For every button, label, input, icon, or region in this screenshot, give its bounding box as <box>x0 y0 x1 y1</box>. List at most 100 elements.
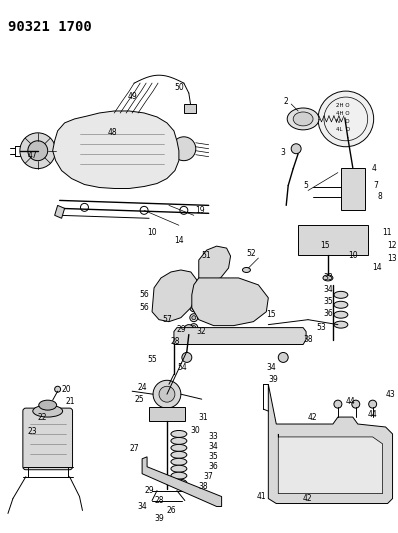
Text: 10: 10 <box>348 251 357 260</box>
Text: 32: 32 <box>197 327 207 336</box>
Circle shape <box>153 380 181 408</box>
Ellipse shape <box>171 465 187 472</box>
Text: 20: 20 <box>62 385 71 394</box>
Circle shape <box>184 325 194 335</box>
Text: 10: 10 <box>147 228 157 237</box>
Text: 56: 56 <box>139 303 149 312</box>
Text: 5: 5 <box>303 181 308 190</box>
Circle shape <box>190 304 198 312</box>
Circle shape <box>172 137 196 160</box>
Text: 37: 37 <box>204 472 213 481</box>
Text: 19: 19 <box>195 206 205 215</box>
Ellipse shape <box>171 438 187 445</box>
Text: 49: 49 <box>127 92 137 101</box>
Text: 34: 34 <box>209 442 219 451</box>
Text: 35: 35 <box>323 297 333 306</box>
Text: 23: 23 <box>28 427 37 437</box>
Text: 27: 27 <box>129 445 139 454</box>
Polygon shape <box>142 457 222 506</box>
Text: 24: 24 <box>137 383 147 392</box>
Text: 54: 54 <box>177 363 187 372</box>
Text: 39: 39 <box>268 375 278 384</box>
Text: 14: 14 <box>174 236 183 245</box>
Text: 25: 25 <box>134 394 144 403</box>
Text: 44: 44 <box>346 397 355 406</box>
Ellipse shape <box>171 451 187 458</box>
Text: 43: 43 <box>386 390 395 399</box>
Circle shape <box>192 293 196 297</box>
Ellipse shape <box>171 472 187 479</box>
Text: 50: 50 <box>174 83 183 92</box>
Circle shape <box>230 314 238 321</box>
FancyBboxPatch shape <box>23 408 72 470</box>
Polygon shape <box>149 407 185 421</box>
Text: 39: 39 <box>154 514 164 523</box>
Text: 34: 34 <box>266 363 276 372</box>
Polygon shape <box>174 328 306 344</box>
Circle shape <box>190 314 198 321</box>
Ellipse shape <box>33 405 62 417</box>
Polygon shape <box>192 278 268 326</box>
Text: 22: 22 <box>38 413 47 422</box>
Circle shape <box>278 352 288 362</box>
Circle shape <box>20 133 56 168</box>
Text: 28: 28 <box>171 337 180 346</box>
Ellipse shape <box>171 458 187 465</box>
Text: 57: 57 <box>162 315 172 324</box>
Text: 33: 33 <box>323 273 333 282</box>
Text: 38: 38 <box>303 335 313 344</box>
Polygon shape <box>55 205 64 219</box>
Text: 38: 38 <box>199 482 209 491</box>
Text: 34: 34 <box>137 502 147 511</box>
Polygon shape <box>152 270 197 321</box>
Text: 47: 47 <box>28 151 37 160</box>
Text: 7: 7 <box>374 181 378 190</box>
Text: N   O: N O <box>336 119 349 124</box>
Text: 90321 1700: 90321 1700 <box>8 20 92 34</box>
Text: 36: 36 <box>323 309 333 318</box>
Text: 42: 42 <box>303 494 313 503</box>
Ellipse shape <box>287 108 319 130</box>
Ellipse shape <box>334 301 348 308</box>
Text: 2H O: 2H O <box>336 103 349 108</box>
Text: 12: 12 <box>388 240 397 249</box>
Text: 56: 56 <box>139 290 149 300</box>
Text: 36: 36 <box>209 462 219 471</box>
Circle shape <box>230 288 238 296</box>
Text: 55: 55 <box>147 355 157 364</box>
Circle shape <box>210 291 218 299</box>
Circle shape <box>159 386 175 402</box>
Ellipse shape <box>39 400 57 410</box>
Text: 42: 42 <box>308 413 318 422</box>
Text: 30: 30 <box>191 426 201 435</box>
Text: 13: 13 <box>388 254 397 263</box>
Text: 34: 34 <box>323 285 333 294</box>
Text: 21: 21 <box>66 397 75 406</box>
Text: 31: 31 <box>199 413 209 422</box>
Ellipse shape <box>171 479 187 486</box>
Ellipse shape <box>334 292 348 298</box>
Circle shape <box>334 400 342 408</box>
Circle shape <box>369 400 377 408</box>
Ellipse shape <box>171 445 187 451</box>
Text: 8: 8 <box>378 192 382 201</box>
Text: 11: 11 <box>382 228 392 237</box>
Ellipse shape <box>171 431 187 438</box>
Polygon shape <box>341 167 365 211</box>
Text: 4H O: 4H O <box>336 111 349 116</box>
Circle shape <box>352 400 360 408</box>
Circle shape <box>28 141 48 160</box>
Circle shape <box>250 308 258 316</box>
Polygon shape <box>53 111 179 189</box>
Polygon shape <box>199 246 230 282</box>
Text: 29: 29 <box>177 325 187 334</box>
Text: 35: 35 <box>209 453 219 462</box>
Polygon shape <box>298 225 368 255</box>
Ellipse shape <box>334 321 348 328</box>
Text: 15: 15 <box>266 310 276 319</box>
Circle shape <box>246 294 254 302</box>
Circle shape <box>190 324 198 332</box>
Text: 41: 41 <box>256 492 266 501</box>
Ellipse shape <box>334 311 348 318</box>
Circle shape <box>192 306 196 310</box>
